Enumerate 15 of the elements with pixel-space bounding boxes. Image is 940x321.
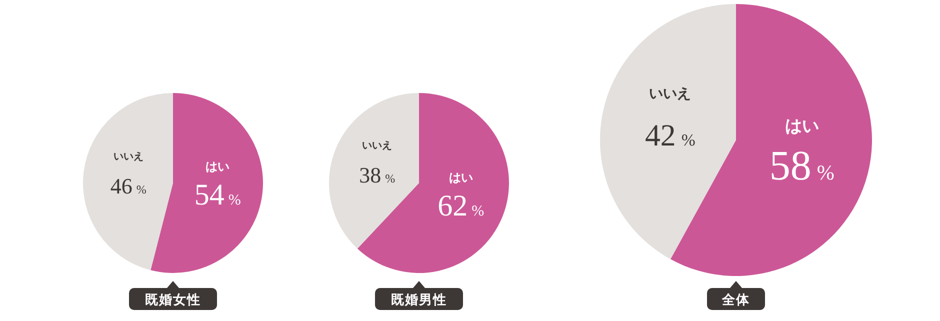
slice-label: いいえ xyxy=(362,140,392,152)
data-label: 38% xyxy=(359,162,396,188)
slice-label: はい xyxy=(206,160,230,174)
text: 全体 xyxy=(721,293,750,308)
slice-label: いいえ xyxy=(113,151,144,162)
text: 既婚女性 xyxy=(145,293,201,308)
slice-label: はい xyxy=(784,116,819,136)
data-label: 62% xyxy=(438,190,484,223)
data-label: 46% xyxy=(110,173,146,198)
data-label: 54% xyxy=(194,178,241,212)
slice-label: はい xyxy=(448,170,473,185)
text: 既婚男性 xyxy=(391,293,447,308)
data-label: 58% xyxy=(769,143,834,190)
slice-label: いいえ xyxy=(649,86,692,102)
data-label: 42% xyxy=(644,118,696,152)
